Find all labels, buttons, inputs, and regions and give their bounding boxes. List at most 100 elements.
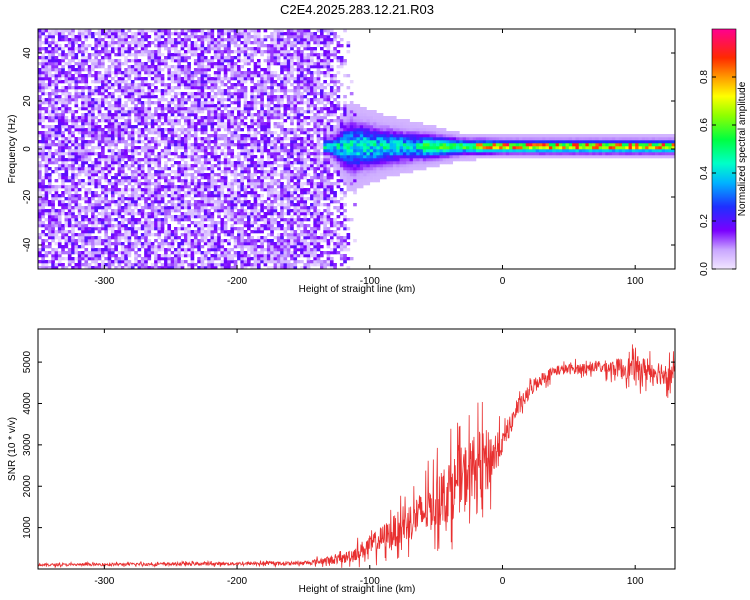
spectrogram-cell — [94, 194, 99, 198]
spectrogram-cell — [183, 122, 188, 126]
spectrogram-cell — [203, 116, 208, 120]
spectrogram-cell — [64, 221, 69, 225]
spectrogram-cell — [51, 236, 55, 240]
spectrogram-cell — [94, 89, 99, 93]
spectrogram-cell — [190, 146, 195, 150]
spectrogram-cell — [256, 50, 261, 54]
spectrogram-cell — [303, 242, 308, 246]
spectrogram-cell — [130, 221, 135, 225]
spectrogram-cell — [54, 236, 59, 240]
spectrogram-cell — [286, 149, 291, 153]
spectrogram-cell — [247, 182, 251, 186]
spectrogram-cell — [127, 107, 132, 111]
spectrogram-cell — [227, 194, 231, 198]
spectrogram-cell — [77, 131, 82, 135]
spectrogram-cell — [110, 260, 115, 264]
spectrogram-cell — [67, 125, 72, 129]
spectrogram-cell — [270, 257, 274, 261]
spectrogram-cell — [134, 236, 138, 240]
spectrogram-cell — [233, 56, 238, 60]
spectrogram-cell — [293, 176, 298, 180]
spectrogram-cell — [180, 38, 185, 42]
spectrogram-cell — [203, 77, 208, 81]
spectrogram-cell — [227, 188, 231, 192]
spectrogram-cell — [174, 107, 178, 111]
spectrogram-cell — [167, 263, 172, 267]
spectrogram-cell — [164, 185, 168, 189]
spectrogram-cell — [157, 260, 162, 264]
spectrogram-cell — [237, 197, 241, 201]
spectrogram-cell — [154, 77, 158, 81]
spectrogram-cell — [197, 245, 201, 249]
spectrogram-cell — [177, 221, 181, 225]
spectrogram-cell — [57, 260, 62, 264]
spectrogram-cell — [71, 257, 75, 261]
spectrogram-cell — [97, 167, 102, 171]
spectrogram-cell — [217, 239, 221, 243]
spectrogram-cell — [174, 71, 178, 75]
spectrogram-cell — [193, 92, 198, 96]
spectrogram-cell — [44, 29, 49, 33]
spectrogram-cell — [174, 185, 178, 189]
spectrogram-cell — [147, 179, 152, 183]
spectrogram-cell — [203, 155, 208, 159]
spectrogram-cell — [71, 116, 75, 120]
spectrogram-cell — [190, 254, 195, 258]
spectrogram-cell — [107, 149, 112, 153]
spectrogram-cell — [47, 236, 52, 240]
spectrogram-cell — [253, 146, 258, 150]
spectrogram-cell — [290, 251, 294, 255]
spectrogram-cell — [170, 101, 175, 105]
spectrogram-cell — [107, 218, 112, 222]
spectrogram-cell — [190, 221, 195, 225]
spectrogram-cell — [283, 260, 288, 264]
spectrogram-cell — [71, 29, 75, 33]
spectrogram-cell — [197, 251, 201, 255]
spectrogram-cell — [233, 263, 238, 267]
spectrogram-cell — [117, 53, 122, 57]
spectrogram-cell — [263, 59, 268, 63]
spectrogram-cell — [74, 101, 79, 105]
spectrogram-cell — [94, 47, 99, 51]
spectrogram-cell — [240, 203, 244, 207]
spectrogram-cell — [230, 86, 235, 90]
spectrogram-cell — [213, 254, 218, 258]
spectrogram-cell — [293, 53, 298, 57]
spectrogram-cell — [150, 146, 155, 150]
spectrogram-cell — [94, 86, 99, 90]
spectrogram-cell — [230, 203, 235, 207]
spectrogram-cell — [250, 77, 254, 81]
spectrogram-cell — [64, 251, 69, 255]
spectrogram-cell — [107, 41, 112, 45]
spectrogram-cell — [200, 89, 205, 93]
spectrogram-cell — [104, 227, 108, 231]
spectrogram-cell — [276, 38, 281, 42]
spectrogram-cell — [256, 215, 261, 219]
spectrogram-cell — [137, 173, 142, 177]
spectrogram-cell — [197, 191, 201, 195]
spectrogram-cell — [183, 167, 188, 171]
spectrogram-cell — [134, 77, 138, 81]
spectrogram-cell — [110, 65, 115, 69]
spectrogram-cell — [157, 203, 162, 207]
spectrogram-cell — [38, 212, 42, 216]
spectrogram-cell — [160, 188, 165, 192]
spectrogram-cell — [77, 128, 82, 132]
spectrogram-cell — [127, 230, 132, 234]
spectrogram-cell — [273, 71, 278, 75]
spectrogram-cell — [247, 125, 251, 129]
spectrogram-cell — [94, 56, 99, 60]
spectrogram-cell — [47, 56, 52, 60]
spectrogram-cell — [247, 128, 251, 132]
spectrogram-cell — [91, 227, 95, 231]
spectrogram-cell — [164, 62, 168, 66]
spectrogram-cell — [260, 173, 264, 177]
spectrogram-cell — [134, 41, 138, 45]
spectrogram-cell — [276, 89, 281, 93]
spectrogram-cell — [170, 152, 175, 156]
spectrogram-cell — [74, 140, 79, 144]
spectrogram-cell — [190, 77, 195, 81]
spectrogram-cell — [177, 134, 181, 138]
spectrogram-cell — [193, 50, 198, 54]
